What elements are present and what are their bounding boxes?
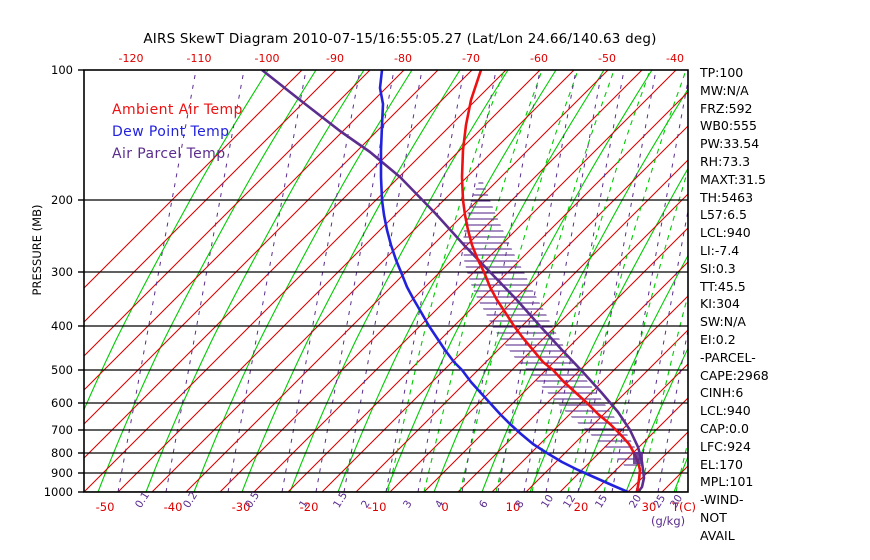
pressure-tick-label: 500 <box>51 363 73 377</box>
ambient-temp-curve <box>460 70 642 492</box>
pressure-tick-label: 900 <box>51 466 73 480</box>
top-tick-label: -80 <box>394 52 412 65</box>
param-sw: SW:N/A <box>700 314 746 330</box>
plot-frame <box>83 69 689 493</box>
wind-barb-stubs <box>633 452 643 464</box>
param-lfc: LFC:924 <box>700 438 751 454</box>
param-l57: L57:6.5 <box>700 207 747 223</box>
wind-section-header: -WIND- <box>700 492 744 508</box>
wind-status-line-1: NOT <box>700 509 727 525</box>
bottom-tick-label: 30 <box>641 500 657 514</box>
param-maxt: MAXT:31.5 <box>700 171 766 187</box>
param-cape: CAPE:2968 <box>700 367 769 383</box>
bottom-tick-label: 10 <box>505 500 521 514</box>
param-parcel-lcl: LCL:940 <box>700 403 751 419</box>
param-ki: KI:304 <box>700 296 740 312</box>
top-tick-label: -120 <box>118 52 144 65</box>
bottom-tick-label: 20 <box>573 500 589 514</box>
legend-dew-point-temp: Dew Point Temp <box>112 124 230 140</box>
pressure-tick-label: 300 <box>51 265 73 279</box>
wind-status-line-2: AVAIL <box>700 527 735 543</box>
param-rh: RH:73.3 <box>700 153 751 169</box>
top-tick-label: -40 <box>666 52 684 65</box>
pressure-tick-label: 200 <box>51 193 73 207</box>
bottom-tick-label: -30 <box>231 500 251 514</box>
bottom-tick-label: -10 <box>367 500 387 514</box>
isobars <box>84 199 688 492</box>
pressure-tick-label: 800 <box>51 446 73 460</box>
top-tick-label: -100 <box>254 52 280 65</box>
param-th: TH:5463 <box>700 189 754 205</box>
mixing-axis-unit-label: (g/kg) <box>651 514 686 528</box>
pressure-tick-marks <box>78 69 84 493</box>
bottom-tick-label: 0 <box>441 500 449 514</box>
param-wb0: WB0:555 <box>700 118 757 134</box>
param-si: SI:0.3 <box>700 260 736 276</box>
param-ei: EI:0.2 <box>700 331 736 347</box>
param-pw: PW:33.54 <box>700 136 760 152</box>
top-tick-label: -90 <box>326 52 344 65</box>
bottom-tick-label: -50 <box>95 500 115 514</box>
param-frz: FRZ:592 <box>700 100 753 116</box>
param-mw: MW:N/A <box>700 82 749 98</box>
pressure-tick-label: 700 <box>51 423 73 437</box>
param-tt: TT:45.5 <box>700 278 746 294</box>
top-tick-label: -70 <box>462 52 480 65</box>
top-tick-label: -60 <box>530 52 548 65</box>
top-tick-label: -50 <box>598 52 616 65</box>
temp-axis-unit-label: T(C) <box>672 500 697 514</box>
pressure-tick-label: 400 <box>51 319 73 333</box>
page-title: AIRS SkewT Diagram 2010-07-15/16:55:05.2… <box>143 31 657 47</box>
param-el: EL:170 <box>700 456 743 472</box>
pressure-tick-label: 100 <box>51 63 73 77</box>
parameter-panel: TP:100 MW:N/A FRZ:592 WB0:555 PW:33.54 R… <box>700 64 820 545</box>
dewpoint-curve <box>378 70 629 492</box>
bottom-tick-label: -20 <box>299 500 319 514</box>
param-li: LI:-7.4 <box>700 242 740 258</box>
legend-ambient-air-temp: Ambient Air Temp <box>112 102 243 118</box>
param-cinh: CINH:6 <box>700 385 744 401</box>
pressure-tick-label: 600 <box>51 396 73 410</box>
param-cap: CAP:0.0 <box>700 420 749 436</box>
legend-air-parcel-temp: Air Parcel Temp <box>112 146 226 162</box>
bottom-tick-label: -40 <box>163 500 183 514</box>
param-tp: TP:100 <box>700 65 744 80</box>
parcel-section-header: -PARCEL- <box>700 349 756 365</box>
param-lcl: LCL:940 <box>700 225 751 241</box>
param-mpl: MPL:101 <box>700 474 754 490</box>
pressure-tick-label: 1000 <box>43 485 73 499</box>
cape-hatched-area <box>463 177 642 470</box>
pressure-axis-label: PRESSURE (MB) <box>30 204 44 296</box>
top-tick-label: -110 <box>186 52 212 65</box>
